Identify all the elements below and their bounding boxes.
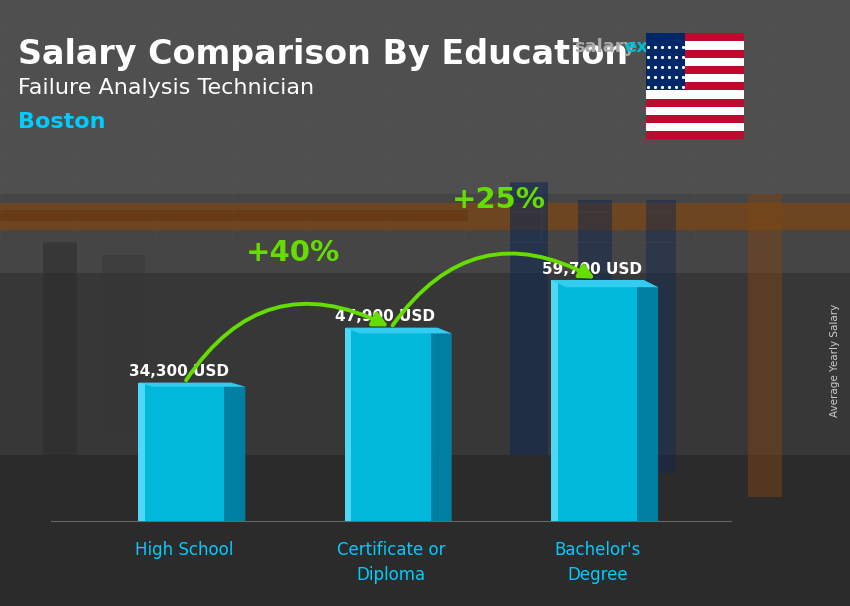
Bar <box>646 132 744 139</box>
Bar <box>431 328 437 521</box>
Bar <box>0 0 850 194</box>
Polygon shape <box>230 382 246 525</box>
Bar <box>646 123 744 132</box>
Bar <box>510 182 548 454</box>
Bar <box>646 66 744 74</box>
Text: +25%: +25% <box>452 186 547 214</box>
FancyArrowPatch shape <box>393 253 591 325</box>
Bar <box>42 242 76 454</box>
Polygon shape <box>552 280 658 287</box>
Text: Salary Comparison By Education: Salary Comparison By Education <box>18 38 628 71</box>
Bar <box>0 0 850 273</box>
Text: 47,900 USD: 47,900 USD <box>335 310 435 324</box>
Text: 34,300 USD: 34,300 USD <box>128 364 229 379</box>
Bar <box>552 280 643 521</box>
Bar <box>102 255 144 436</box>
Text: Failure Analysis Technician: Failure Analysis Technician <box>18 78 314 98</box>
Bar <box>638 280 643 521</box>
Text: salary: salary <box>574 38 635 56</box>
Bar <box>748 194 782 497</box>
Bar <box>578 200 612 454</box>
Text: explorer: explorer <box>624 38 709 56</box>
Polygon shape <box>437 328 451 527</box>
Bar <box>646 50 744 58</box>
Text: Boston: Boston <box>18 112 105 132</box>
Bar <box>646 82 744 90</box>
Bar <box>0 210 468 221</box>
Bar <box>345 328 437 521</box>
Bar <box>224 382 230 521</box>
Bar <box>345 328 351 521</box>
Polygon shape <box>345 328 451 333</box>
Bar <box>646 33 744 41</box>
Bar <box>139 382 145 521</box>
Bar <box>646 33 685 90</box>
Polygon shape <box>643 280 658 528</box>
Bar <box>139 382 230 521</box>
Bar <box>646 107 744 115</box>
Text: .com: .com <box>694 38 743 56</box>
Text: Average Yearly Salary: Average Yearly Salary <box>830 304 840 417</box>
Bar <box>646 74 744 82</box>
Bar <box>646 41 744 50</box>
Bar <box>646 58 744 66</box>
Bar <box>646 115 744 123</box>
Bar <box>646 99 744 107</box>
Bar <box>0 203 850 230</box>
Bar <box>552 280 558 521</box>
Text: 59,700 USD: 59,700 USD <box>541 262 642 277</box>
Polygon shape <box>139 382 246 387</box>
Text: +40%: +40% <box>246 239 340 267</box>
Bar <box>646 200 676 473</box>
FancyArrowPatch shape <box>186 304 385 381</box>
Bar <box>646 90 744 99</box>
Bar <box>0 454 850 606</box>
